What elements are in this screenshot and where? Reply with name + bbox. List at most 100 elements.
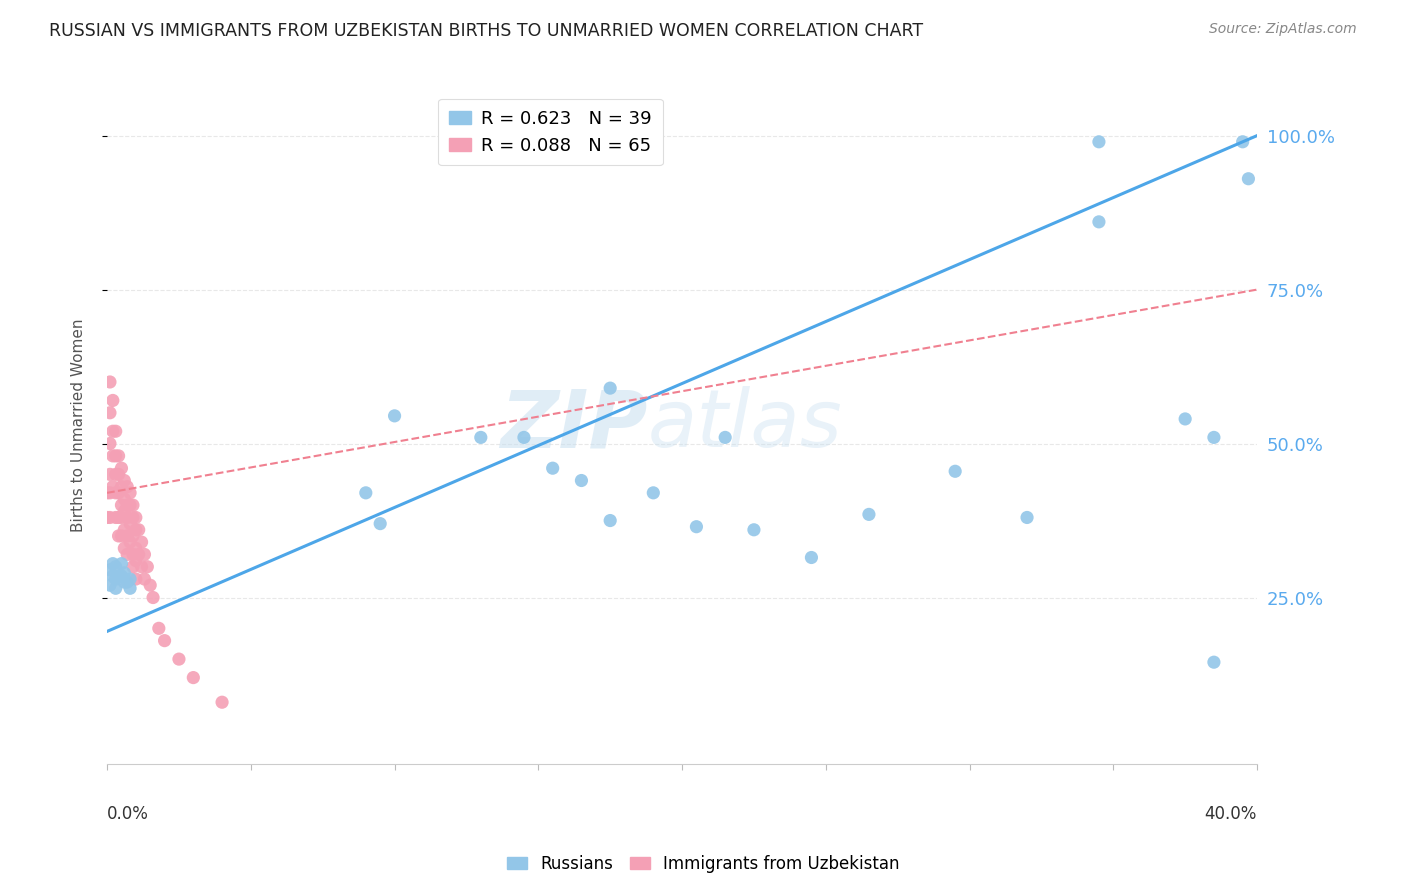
Point bbox=[115, 548, 138, 562]
Point bbox=[1202, 430, 1225, 444]
Point bbox=[134, 572, 156, 586]
Text: 40.0%: 40.0% bbox=[1205, 805, 1257, 823]
Point bbox=[110, 498, 132, 512]
Point bbox=[98, 467, 121, 482]
Point bbox=[742, 523, 765, 537]
Text: atlas: atlas bbox=[648, 386, 842, 464]
Point bbox=[122, 559, 145, 574]
Point bbox=[112, 523, 135, 537]
Point bbox=[104, 510, 127, 524]
Point bbox=[98, 406, 121, 420]
Point bbox=[1088, 215, 1111, 229]
Point bbox=[643, 486, 665, 500]
Point bbox=[104, 559, 127, 574]
Point bbox=[125, 510, 148, 524]
Point bbox=[104, 424, 127, 438]
Legend: Russians, Immigrants from Uzbekistan: Russians, Immigrants from Uzbekistan bbox=[501, 848, 905, 880]
Point bbox=[139, 578, 162, 592]
Point bbox=[181, 671, 204, 685]
Point bbox=[98, 563, 121, 577]
Point bbox=[98, 375, 121, 389]
Point bbox=[800, 550, 823, 565]
Point bbox=[122, 548, 145, 562]
Point bbox=[107, 569, 129, 583]
Point bbox=[112, 541, 135, 556]
Point bbox=[110, 510, 132, 524]
Point bbox=[714, 430, 737, 444]
Point bbox=[96, 486, 118, 500]
Point bbox=[104, 449, 127, 463]
Point bbox=[112, 474, 135, 488]
Point bbox=[110, 529, 132, 543]
Point bbox=[1232, 135, 1254, 149]
Point bbox=[120, 486, 142, 500]
Point bbox=[120, 572, 142, 586]
Point bbox=[1015, 510, 1038, 524]
Point bbox=[120, 582, 142, 596]
Point bbox=[104, 467, 127, 482]
Point bbox=[104, 582, 127, 596]
Point bbox=[104, 572, 127, 586]
Point bbox=[101, 449, 124, 463]
Text: 0.0%: 0.0% bbox=[107, 805, 149, 823]
Point bbox=[112, 504, 135, 518]
Text: ZIP: ZIP bbox=[501, 386, 648, 464]
Point bbox=[101, 393, 124, 408]
Point bbox=[685, 519, 707, 533]
Point bbox=[122, 529, 145, 543]
Point bbox=[153, 633, 176, 648]
Point bbox=[96, 510, 118, 524]
Point bbox=[122, 510, 145, 524]
Point bbox=[1202, 655, 1225, 669]
Point bbox=[98, 510, 121, 524]
Point bbox=[101, 424, 124, 438]
Point bbox=[131, 559, 153, 574]
Point bbox=[1174, 412, 1197, 426]
Point bbox=[943, 464, 966, 478]
Point bbox=[115, 510, 138, 524]
Point bbox=[128, 548, 150, 562]
Point bbox=[101, 569, 124, 583]
Point bbox=[354, 486, 377, 500]
Point bbox=[110, 569, 132, 583]
Point bbox=[125, 523, 148, 537]
Text: RUSSIAN VS IMMIGRANTS FROM UZBEKISTAN BIRTHS TO UNMARRIED WOMEN CORRELATION CHAR: RUSSIAN VS IMMIGRANTS FROM UZBEKISTAN BI… bbox=[49, 22, 924, 40]
Point bbox=[115, 498, 138, 512]
Point bbox=[1088, 135, 1111, 149]
Point bbox=[115, 529, 138, 543]
Point bbox=[104, 486, 127, 500]
Point bbox=[384, 409, 406, 423]
Point bbox=[571, 474, 593, 488]
Point bbox=[541, 461, 564, 475]
Point bbox=[112, 575, 135, 590]
Point bbox=[98, 578, 121, 592]
Point bbox=[368, 516, 391, 531]
Point bbox=[120, 498, 142, 512]
Point bbox=[107, 486, 129, 500]
Point bbox=[470, 430, 492, 444]
Point bbox=[1237, 171, 1260, 186]
Point bbox=[110, 557, 132, 571]
Point bbox=[112, 566, 135, 580]
Point bbox=[98, 486, 121, 500]
Point bbox=[125, 553, 148, 567]
Point bbox=[858, 508, 880, 522]
Point bbox=[120, 516, 142, 531]
Text: Source: ZipAtlas.com: Source: ZipAtlas.com bbox=[1209, 22, 1357, 37]
Point bbox=[513, 430, 536, 444]
Point bbox=[125, 572, 148, 586]
Point bbox=[136, 559, 159, 574]
Point bbox=[599, 514, 621, 528]
Point bbox=[110, 480, 132, 494]
Point bbox=[98, 436, 121, 450]
Point bbox=[122, 498, 145, 512]
Point bbox=[120, 535, 142, 549]
Point bbox=[599, 381, 621, 395]
Y-axis label: Births to Unmarried Women: Births to Unmarried Women bbox=[72, 318, 86, 532]
Point bbox=[107, 510, 129, 524]
Point bbox=[142, 591, 165, 605]
Point bbox=[211, 695, 233, 709]
Point bbox=[148, 621, 170, 635]
Point bbox=[131, 535, 153, 549]
Legend: R = 0.623   N = 39, R = 0.088   N = 65: R = 0.623 N = 39, R = 0.088 N = 65 bbox=[439, 99, 662, 166]
